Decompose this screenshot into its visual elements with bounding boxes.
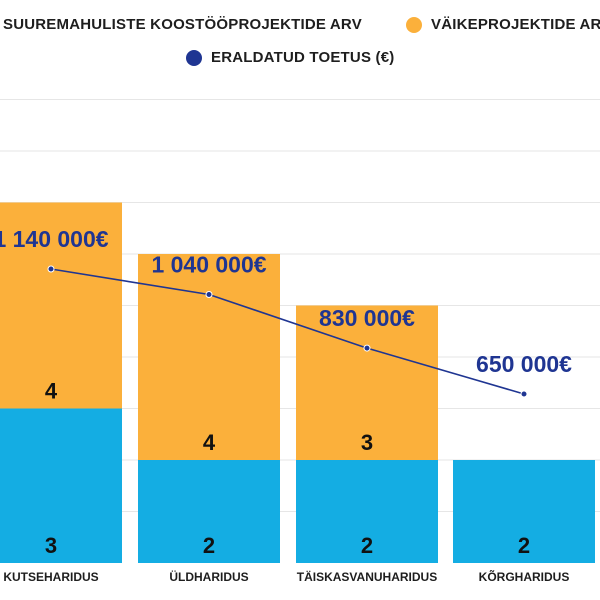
x-tick-label: KÕRGHARIDUS: [479, 569, 570, 584]
funding-value-label: 1 040 000€: [151, 252, 266, 278]
legend-item-funding: ERALDATUD TOETUS (€): [186, 49, 394, 66]
bar-large-projects: [453, 460, 595, 563]
bar-large-projects: [0, 408, 122, 563]
x-tick-label: KUTSEHARIDUS: [3, 570, 98, 584]
bars: [0, 202, 595, 563]
data-label-large: 2: [203, 533, 215, 558]
funding-point: [520, 390, 528, 398]
data-label-large: 3: [45, 533, 57, 558]
data-label-small: 4: [45, 379, 58, 404]
legend-label-small: VÄIKEPROJEKTIDE ARV: [431, 16, 600, 33]
bar-small-projects: [138, 254, 280, 460]
data-labels: 3 4 2 4 2 3 2 1 140 000€ 1 040 000€ 830 000€ 650 0…: [0, 226, 572, 558]
bar-large-projects: [296, 460, 438, 563]
legend-item-small-projects: VÄIKEPROJEKTIDE ARV: [406, 16, 600, 33]
bar-small-projects: [0, 202, 122, 409]
funding-point: [205, 291, 213, 299]
funding-line: [47, 265, 528, 398]
x-tick-label: ÜLDHARIDUS: [169, 569, 248, 584]
legend-swatch-funding-icon: [186, 49, 202, 66]
legend-swatch-small-icon: [406, 16, 422, 33]
legend-label-funding: ERALDATUD TOETUS (€): [211, 49, 395, 66]
data-label-small: 4: [203, 430, 216, 455]
funding-line-path: [50, 268, 525, 395]
funding-point: [47, 265, 55, 273]
x-tick-label: TÄISKASVANUHARIDUS: [297, 569, 437, 584]
x-axis-ticks: KUTSEHARIDUS ÜLDHARIDUS TÄISKASVANUHARIDUS…: [3, 569, 569, 584]
funding-value-label: 830 000€: [319, 305, 415, 331]
legend: SUUREMAHULISTE KOOSTÖÖPROJEKTIDE ARV VÄI…: [0, 0, 600, 80]
data-label-large: 2: [361, 533, 373, 558]
funding-value-label: 650 000€: [476, 351, 572, 377]
bar-large-projects: [138, 460, 280, 563]
legend-item-large-projects: SUUREMAHULISTE KOOSTÖÖPROJEKTIDE ARV: [0, 16, 362, 33]
funding-point: [363, 344, 371, 352]
data-label-small: 3: [361, 430, 373, 455]
data-label-large: 2: [518, 533, 530, 558]
funding-value-label: 1 140 000€: [0, 226, 109, 252]
legend-label-large: SUUREMAHULISTE KOOSTÖÖPROJEKTIDE ARV: [3, 16, 362, 33]
